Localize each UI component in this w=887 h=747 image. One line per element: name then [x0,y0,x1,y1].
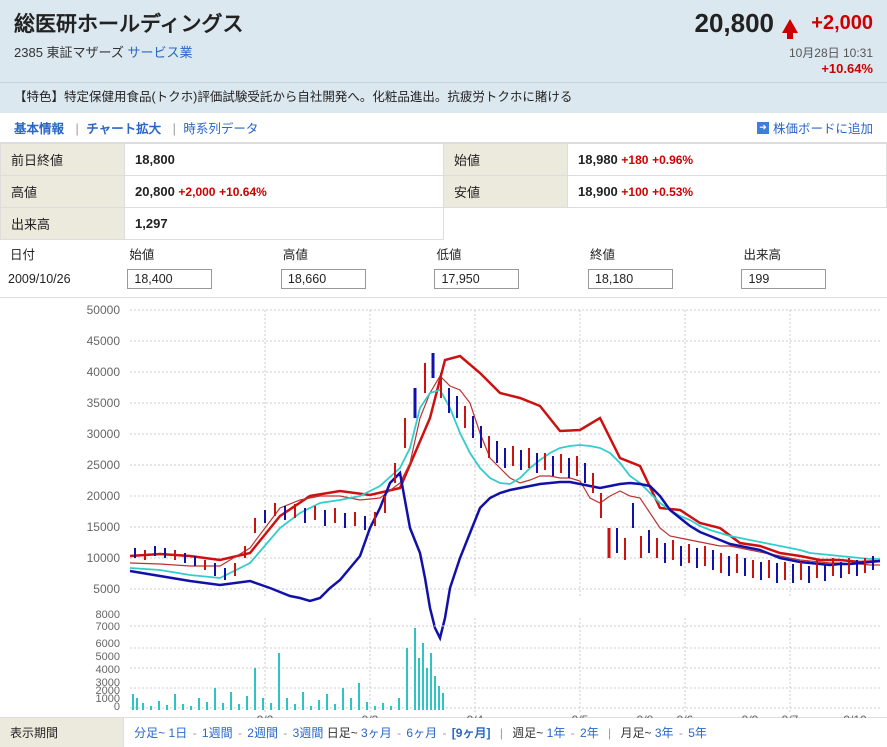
svg-text:9/5: 9/5 [572,713,589,718]
svg-text:35000: 35000 [87,396,121,410]
date-axis-labels-2: 9/8 9/9 9/10 [637,713,867,718]
price-change: +2,000 [811,12,873,35]
period-label: 表示期間 [0,718,124,747]
svg-text:9/6: 9/6 [677,713,694,718]
nav-link-chart-enlarge[interactable]: チャート拡大 [86,122,161,136]
ohlc-date-value: 2009/10/26 [8,272,71,286]
period-opt-3month[interactable]: 3ヶ月 [361,726,392,740]
ticker-info: 2385 東証マザーズ サービス業 [14,42,193,61]
ohlc-header-open: 始値 [119,240,273,267]
svg-text:9/8: 9/8 [637,713,654,718]
svg-text:40000: 40000 [87,365,121,379]
period-opt-weekly: 週足~ [512,726,543,740]
volume-panel-gridlines [130,618,880,713]
price-up-arrow-icon [782,19,798,33]
price-block: 20,800 +2,000 [694,8,873,39]
svg-text:20000: 20000 [87,489,121,503]
period-opt-2year[interactable]: 2年 [580,726,599,740]
price-info-table: 前日終値 18,800 始値 18,980 +180 +0.96% 高値 20,… [0,143,887,240]
ohlc-header-volume: 出来高 [733,240,887,267]
svg-text:8000: 8000 [96,609,120,621]
volume-value: 1,297 [125,208,444,240]
stock-chart-area: 50000 45000 40000 35000 30000 25000 2000… [0,297,887,717]
period-opt-monthly: 月足~ [621,726,652,740]
svg-text:15000: 15000 [87,520,121,534]
candlestick-bars [135,353,873,583]
ohlc-header-low: 低値 [426,240,580,267]
period-opt-daily: 日足~ [327,726,358,740]
svg-text:9/10: 9/10 [843,713,867,718]
svg-text:9/2: 9/2 [257,713,274,718]
svg-text:30000: 30000 [87,427,121,441]
period-opt-6month[interactable]: 6ヶ月 [406,726,437,740]
period-opt-1week[interactable]: 1週間 [202,726,233,740]
ohlc-volume-input[interactable]: 199 [741,269,826,289]
add-to-stock-board-button[interactable]: ➜ 株価ボードに追加 [757,118,873,137]
svg-text:50000: 50000 [87,303,121,317]
add-icon: ➜ [757,122,769,134]
ohlc-open-input[interactable]: 18,400 [127,269,212,289]
price-pct-change: +10.64% [789,61,873,76]
svg-text:9/3: 9/3 [362,713,379,718]
company-name: 総医研ホールディングス [14,8,244,38]
ohlc-header-high: 高値 [273,240,427,267]
svg-text:7000: 7000 [96,621,120,633]
ohlc-low-input[interactable]: 17,950 [434,269,519,289]
svg-text:9/7: 9/7 [782,713,799,718]
volume-bars: 400" width="2" height="12"/> [132,628,444,710]
period-options: 分足~ 1日 - 1週間 - 2週間 - 3週間 日足~ 3ヶ月 - 6ヶ月 -… [124,718,717,747]
header-section: 総医研ホールディングス 20,800 +2,000 2385 東証マザーズ サー… [0,0,887,83]
nav-link-timeseries[interactable]: 時系列データ [183,122,258,136]
svg-text:4000: 4000 [96,664,120,676]
ohlc-header-date: 日付 [0,240,119,267]
price-axis-labels: 50000 45000 40000 35000 30000 25000 2000… [87,303,121,596]
prev-close-label: 前日終値 [1,144,125,176]
update-time: 10月28日 10:31 [789,44,873,61]
high-label: 高値 [1,176,125,208]
low-value: 18,900 +100 +0.53% [568,176,887,208]
ohlc-header-close: 終値 [580,240,734,267]
high-value: 20,800 +2,000 +10.64% [125,176,444,208]
period-opt-5year[interactable]: 5年 [688,726,707,740]
svg-text:5000: 5000 [93,582,120,596]
ohlc-history-table: 日付 始値 高値 低値 終値 出来高 2009/10/26 18,400 18,… [0,240,887,297]
svg-text:5000: 5000 [96,651,120,663]
svg-text:9/9: 9/9 [742,713,759,718]
prev-close-value: 18,800 [125,144,444,176]
low-label: 安値 [443,176,567,208]
date-axis-labels: 9/2 9/3 9/4 9/5 9/6 9/7 [257,713,799,718]
period-opt-3year[interactable]: 3年 [655,726,674,740]
svg-text:9/4: 9/4 [467,713,484,718]
nav-link-basic-info[interactable]: 基本情報 [14,122,64,136]
period-opt-1day[interactable]: 1日 [169,726,188,740]
svg-text:6000: 6000 [96,638,120,650]
open-label: 始値 [443,144,567,176]
svg-text:0: 0 [114,701,120,713]
period-opt-2week[interactable]: 2週間 [247,726,278,740]
feature-description: 【特色】特定保健用食品(トクホ)評価試験受託から自社開発へ。化粧品進出。抗疲労ト… [0,83,887,113]
nav-links-group: 基本情報 | チャート拡大 | 時系列データ [14,118,262,137]
stock-chart-svg[interactable]: 50000 45000 40000 35000 30000 25000 2000… [0,298,887,718]
svg-text:10000: 10000 [87,551,121,565]
volume-label: 出来高 [1,208,125,240]
period-opt-minute: 分足~ [134,726,165,740]
industry-link[interactable]: サービス業 [128,45,193,60]
ohlc-close-input[interactable]: 18,180 [588,269,673,289]
period-opt-3week[interactable]: 3週間 [293,726,324,740]
current-price: 20,800 [694,8,774,39]
nav-bar: 基本情報 | チャート拡大 | 時系列データ ➜ 株価ボードに追加 [0,113,887,143]
svg-text:25000: 25000 [87,458,121,472]
volume-axis-labels: 8000 7000 6000 5000 4000 3000 2000 1000 … [96,609,120,713]
period-opt-9month-selected[interactable]: [9ヶ月] [452,726,491,740]
svg-text:45000: 45000 [87,334,121,348]
period-opt-1year[interactable]: 1年 [547,726,566,740]
display-period-bar: 表示期間 分足~ 1日 - 1週間 - 2週間 - 3週間 日足~ 3ヶ月 - … [0,717,887,747]
open-value: 18,980 +180 +0.96% [568,144,887,176]
ohlc-high-input[interactable]: 18,660 [281,269,366,289]
moving-average-lines [130,356,880,638]
